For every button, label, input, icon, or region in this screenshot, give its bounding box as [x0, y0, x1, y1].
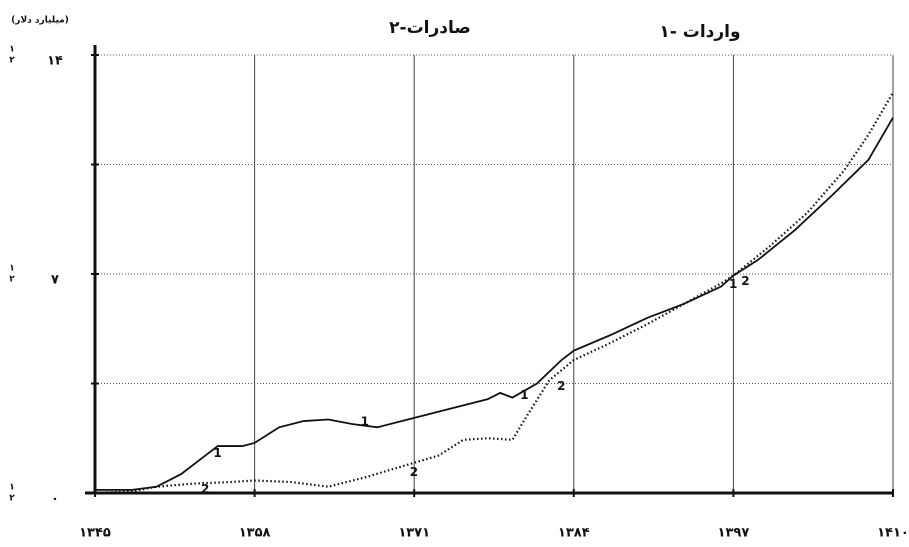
- axis-series-mark: ۱: [9, 45, 15, 55]
- y-tick-label: ۰: [51, 492, 59, 507]
- axis-series-mark: ۱: [9, 483, 15, 493]
- unit-label: (میلیارد دلار): [11, 16, 69, 26]
- axis-series-mark: ۱: [9, 264, 15, 274]
- legend-entry: ۱- واردات: [659, 22, 740, 42]
- series-marker: 1: [361, 415, 369, 429]
- series-marker: 2: [201, 482, 209, 496]
- axis-series-mark: ۲: [9, 494, 15, 504]
- x-tick-label: ۱۳۵۸: [239, 526, 271, 541]
- series-line: [94, 91, 894, 495]
- x-tick-label: ۱۳۸۴: [558, 526, 590, 541]
- series-marker: 1: [729, 277, 737, 291]
- series-marker: 2: [557, 379, 565, 393]
- y-tick-label: ۷: [51, 273, 59, 288]
- x-tick-label: ۱۳۹۷: [718, 526, 750, 541]
- series-marker: 1: [520, 388, 528, 402]
- series-line: [95, 117, 894, 491]
- axis-series-mark: ۲: [9, 56, 15, 66]
- x-tick-label: ۱۴۱۰: [877, 526, 909, 541]
- legend-entry: ۲-صادرات: [389, 18, 471, 38]
- x-tick-label: ۱۳۷۱: [398, 526, 430, 541]
- axis-series-mark: ۲: [9, 275, 15, 285]
- series-marker: 2: [410, 465, 418, 479]
- series-marker: 2: [741, 274, 749, 288]
- y-tick-label: ۱۴: [47, 54, 63, 69]
- x-tick-label: ۱۳۴۵: [79, 526, 111, 541]
- series-marker: 1: [213, 446, 221, 460]
